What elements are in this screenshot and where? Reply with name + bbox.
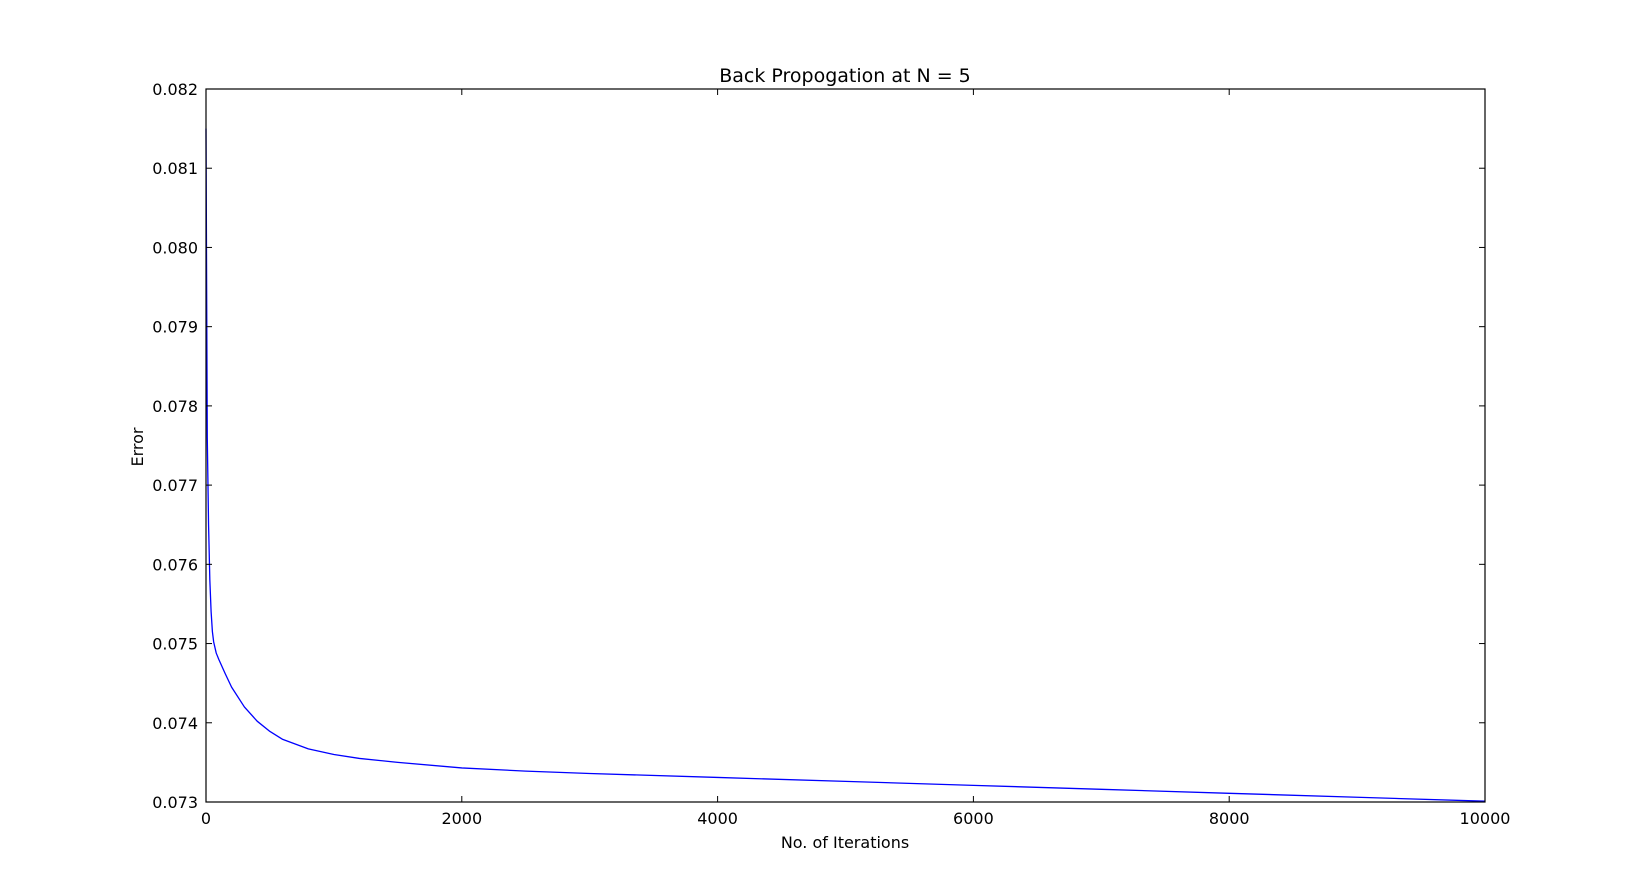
chart-title: Back Propogation at N = 5 <box>719 65 971 87</box>
y-tick-label: 0.079 <box>152 318 198 337</box>
y-tick-label: 0.080 <box>152 238 198 257</box>
x-tick-label: 2000 <box>441 809 482 828</box>
y-tick-label: 0.078 <box>152 397 198 416</box>
series-layer <box>205 128 1486 802</box>
x-tick-label: 0 <box>201 809 211 828</box>
y-axis-label: Error <box>128 427 147 466</box>
x-tick-label: 6000 <box>953 809 994 828</box>
y-tick-label: 0.076 <box>152 555 198 574</box>
y-tick-label: 0.073 <box>152 793 198 812</box>
plot-area <box>206 89 1485 802</box>
x-tick-label: 4000 <box>697 809 738 828</box>
y-tick-label: 0.075 <box>152 635 198 654</box>
y-tick-label: 0.077 <box>152 476 198 495</box>
y-tick-label: 0.081 <box>152 159 198 178</box>
y-tick-label: 0.082 <box>152 80 198 99</box>
axes-frame <box>205 88 1486 803</box>
ticks-layer: 0 2000 4000 6000 8000 10000 0.073 0.074 0.075 0.0… <box>152 80 1510 828</box>
y-tick-label: 0.074 <box>152 714 198 733</box>
x-tick-label: 10000 <box>1460 809 1511 828</box>
x-tick-label: 8000 <box>1209 809 1250 828</box>
x-axis-label: No. of Iterations <box>781 833 909 852</box>
error-series-line <box>205 128 1486 802</box>
